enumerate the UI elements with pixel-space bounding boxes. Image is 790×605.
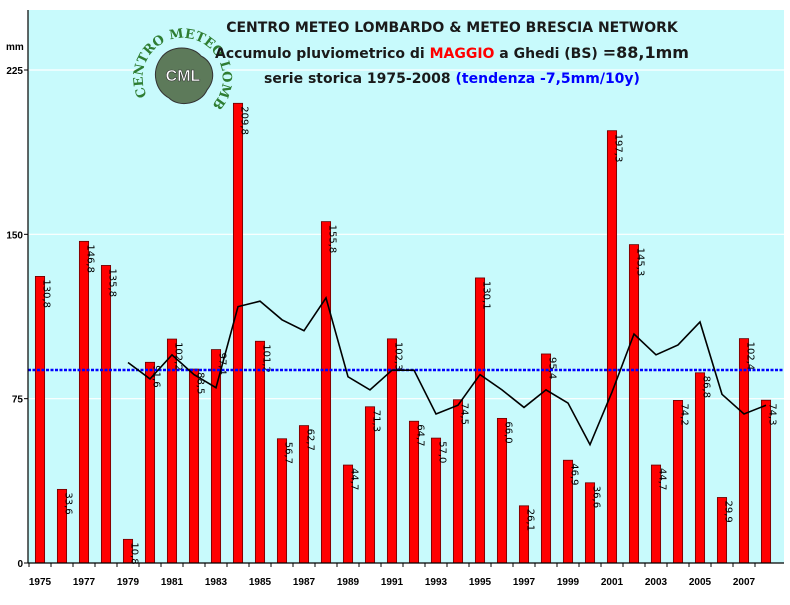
bar-value-label: 74,2 xyxy=(679,403,690,425)
bar xyxy=(232,102,244,564)
lombardy-map-shape xyxy=(154,47,214,105)
y-tick-label: 0 xyxy=(17,559,23,570)
bar-value-label: 74,5 xyxy=(459,403,470,425)
bar-value-label: 71,3 xyxy=(371,410,382,432)
x-tick-label: 1981 xyxy=(161,577,184,588)
bar-value-label: 197,3 xyxy=(613,134,624,163)
x-tick-label: 1997 xyxy=(513,577,536,588)
bar-value-label: 36,6 xyxy=(591,486,602,508)
title-line-2-mid: a Ghedi (BS) xyxy=(494,46,602,62)
bar-value-label: 64,7 xyxy=(415,424,426,446)
x-tick-label: 2007 xyxy=(733,577,756,588)
bar-value-label: 145,3 xyxy=(635,248,646,277)
bar xyxy=(144,361,156,564)
bar-value-label: 46,9 xyxy=(569,463,580,485)
bar-value-label: 33,6 xyxy=(63,492,74,514)
bar-value-label: 44,7 xyxy=(657,468,668,490)
bar-value-label: 102,3 xyxy=(393,342,404,371)
title-line-3-prefix: serie storica 1975-2008 xyxy=(264,71,455,87)
bar-value-label: 130,8 xyxy=(41,279,52,308)
bar-value-label: 26,1 xyxy=(525,509,536,531)
bar xyxy=(474,277,486,564)
x-tick-label: 2003 xyxy=(645,577,668,588)
bar xyxy=(210,349,222,564)
bar-value-label: 209,8 xyxy=(239,106,250,135)
title-month: MAGGIO xyxy=(430,46,495,62)
x-tick-label: 1999 xyxy=(557,577,580,588)
title-line-3: serie storica 1975-2008 (tendenza -7,5mm… xyxy=(264,71,640,87)
bar xyxy=(100,265,112,564)
chart-title: CENTRO METEO LOMBARDO & METEO BRESCIA NE… xyxy=(215,20,689,87)
bar xyxy=(320,221,332,564)
title-total: =88,1mm xyxy=(603,43,689,62)
x-tick-label: 1975 xyxy=(29,577,52,588)
bar-value-label: 102,2 xyxy=(173,342,184,371)
bar-value-label: 66,0 xyxy=(503,421,514,443)
bar-data-labels: 130,833,6146,8135,810,891,6102,288,597,4… xyxy=(41,106,778,564)
y-tick-label: 225 xyxy=(6,66,23,77)
title-line-2: Accumulo pluviometrico di MAGGIO a Ghedi… xyxy=(215,43,689,62)
x-tick-label: 2005 xyxy=(689,577,712,588)
bar xyxy=(694,372,706,564)
bar-value-label: 88,5 xyxy=(195,372,206,394)
x-tick-label: 2001 xyxy=(601,577,624,588)
bar xyxy=(540,353,552,564)
bar xyxy=(738,338,750,564)
title-line-1: CENTRO METEO LOMBARDO & METEO BRESCIA NE… xyxy=(226,20,679,36)
x-tick-labels: 1975 1977 1979 1981 1983 1985 1987 1989 1991 1993… xyxy=(28,563,756,588)
x-tick-label: 1989 xyxy=(337,577,360,588)
bar-value-label: 74,3 xyxy=(767,403,778,425)
x-tick-label: 1977 xyxy=(73,577,96,588)
y-axis-unit-label: mm xyxy=(6,42,24,53)
bar-value-label: 95,4 xyxy=(547,357,558,379)
bar-value-label: 102,4 xyxy=(745,342,756,371)
bar xyxy=(166,338,178,564)
x-tick-label: 1979 xyxy=(117,577,140,588)
bar-value-label: 44,7 xyxy=(349,468,360,490)
x-tick-label: 1993 xyxy=(425,577,448,588)
bar xyxy=(188,368,200,564)
cml-logo: CML CENTRO METEO LOMBARDO xyxy=(131,26,234,120)
y-tick-label: 75 xyxy=(12,395,24,406)
bar xyxy=(78,240,90,564)
title-line-2-prefix: Accumulo pluviometrico di xyxy=(215,46,430,62)
bar-value-label: 155,8 xyxy=(327,225,338,254)
title-trend: (tendenza -7,5mm/10y) xyxy=(456,71,640,87)
bar-value-label: 135,8 xyxy=(107,268,118,297)
moving-average-line xyxy=(127,295,767,447)
x-tick-label: 1983 xyxy=(205,577,228,588)
bar-value-label: 91,6 xyxy=(151,365,162,387)
axes xyxy=(27,10,784,564)
bar-value-label: 57,0 xyxy=(437,441,448,463)
x-tick-label: 1987 xyxy=(293,577,316,588)
bar-value-label: 29,9 xyxy=(723,500,734,522)
bar xyxy=(606,130,618,564)
bar-value-label: 101,2 xyxy=(261,344,272,373)
bar-value-label: 86,8 xyxy=(701,376,712,398)
bar xyxy=(628,244,640,564)
bar xyxy=(34,276,46,564)
bar xyxy=(254,340,266,564)
y-tick-label: 150 xyxy=(6,230,23,241)
y-tick-labels: 0 75 150 225 xyxy=(6,66,28,570)
x-tick-label: 1991 xyxy=(381,577,404,588)
logo-center-text: CML xyxy=(166,68,201,85)
bar-value-label: 56,7 xyxy=(283,442,294,464)
bar-value-label: 146,8 xyxy=(85,244,96,273)
bar-value-label: 62,7 xyxy=(305,429,316,451)
bar-value-label: 130,1 xyxy=(481,281,492,310)
bar-value-label: 10,8 xyxy=(129,542,140,564)
x-tick-label: 1985 xyxy=(249,577,272,588)
x-tick-label: 1995 xyxy=(469,577,492,588)
